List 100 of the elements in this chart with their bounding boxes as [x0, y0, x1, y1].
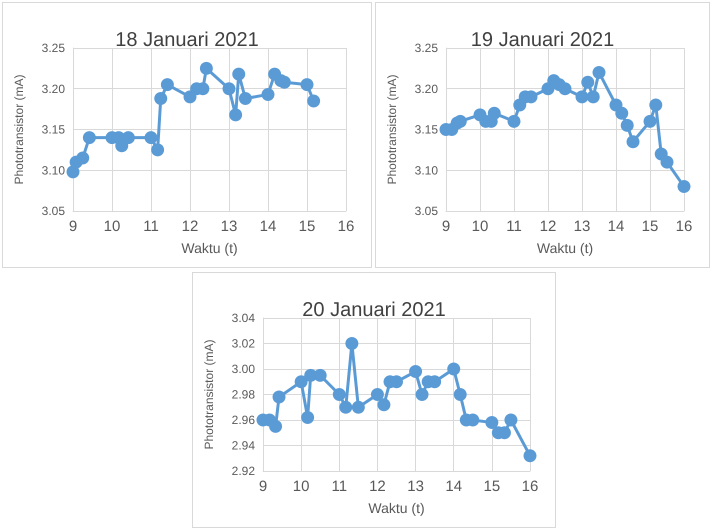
- y-tick-label: 3.20: [42, 82, 66, 96]
- x-tick-label: 9: [68, 218, 78, 235]
- point: [524, 449, 536, 462]
- x-tick-label: 15: [642, 218, 658, 235]
- point: [339, 400, 352, 414]
- chart-title: 20 Januari 2021: [302, 299, 446, 321]
- x-tick-label: 10: [292, 478, 310, 495]
- point: [416, 388, 429, 401]
- point: [232, 68, 246, 81]
- point: [269, 420, 282, 433]
- point: [294, 375, 308, 388]
- point: [370, 388, 384, 401]
- x-tick-label: 11: [331, 478, 348, 495]
- point: [592, 66, 606, 79]
- y-tick-label: 2.98: [232, 388, 256, 402]
- point: [558, 82, 572, 96]
- point: [409, 365, 422, 378]
- point: [229, 108, 242, 122]
- y-axis-title: Phototransistor (mA): [202, 339, 216, 450]
- x-axis-title: Waktu (t): [368, 500, 425, 516]
- y-axis-title: Phototransistor (mA): [385, 74, 399, 185]
- point: [488, 106, 501, 120]
- x-tick-label: 13: [407, 478, 424, 495]
- x-tick-label: 16: [338, 218, 354, 235]
- y-tick-label: 2.94: [232, 438, 256, 452]
- point: [504, 414, 518, 426]
- x-tick-label: 14: [445, 478, 462, 495]
- point: [377, 398, 390, 412]
- point: [200, 62, 213, 75]
- x-axis-title: Waktu (t): [536, 240, 594, 256]
- point: [615, 106, 628, 120]
- point: [586, 90, 600, 104]
- x-tick-label: 10: [472, 218, 488, 235]
- x-tick-label: 16: [522, 478, 538, 495]
- point: [82, 131, 96, 144]
- chart-title: 18 Januari 2021: [115, 29, 259, 51]
- x-tick-label: 9: [442, 218, 450, 235]
- x-tick-label: 12: [182, 218, 198, 235]
- point: [678, 180, 690, 194]
- point: [644, 114, 656, 128]
- x-tick-label: 13: [574, 218, 590, 235]
- x-tick-label: 12: [369, 478, 386, 495]
- x-tick-label: 12: [540, 218, 556, 235]
- point: [301, 410, 314, 424]
- point: [76, 152, 90, 165]
- point: [660, 156, 674, 169]
- x-axis-title: Waktu (t): [181, 240, 238, 256]
- y-tick-label: 3.20: [414, 82, 438, 96]
- y-tick-label: 2.96: [232, 413, 256, 427]
- point: [508, 114, 520, 128]
- point: [454, 114, 467, 128]
- point: [144, 131, 158, 144]
- y-tick-label: 3.15: [42, 122, 66, 136]
- point: [278, 76, 291, 89]
- point: [576, 90, 588, 104]
- point: [345, 337, 358, 350]
- x-tick-label: 15: [298, 218, 316, 235]
- point: [626, 135, 640, 148]
- x-tick-label: 16: [676, 218, 692, 235]
- x-tick-label: 9: [258, 478, 268, 495]
- x-tick-label: 14: [608, 218, 624, 235]
- point: [352, 400, 365, 414]
- point: [314, 368, 327, 382]
- y-tick-label: 3.10: [414, 163, 438, 178]
- point: [222, 82, 236, 96]
- y-tick-label: 3.10: [42, 163, 66, 178]
- point: [332, 388, 346, 401]
- y-tick-label: 3.25: [414, 41, 438, 55]
- x-tick-label: 13: [220, 218, 238, 235]
- point: [620, 118, 634, 132]
- y-tick-label: 3.05: [414, 204, 438, 218]
- point: [581, 76, 594, 89]
- x-tick-label: 11: [143, 218, 159, 235]
- point: [151, 143, 164, 156]
- point: [184, 90, 196, 104]
- x-tick-label: 15: [484, 478, 500, 495]
- y-tick-label: 2.92: [232, 464, 256, 478]
- point: [160, 78, 174, 92]
- point: [307, 94, 320, 108]
- point: [272, 390, 286, 404]
- point: [649, 98, 662, 112]
- chart-title: 19 Januari 2021: [470, 29, 614, 51]
- y-axis-title: Phototransistor (mA): [12, 74, 26, 185]
- point: [485, 416, 498, 430]
- point: [262, 88, 274, 101]
- point: [447, 362, 460, 376]
- y-tick-label: 3.15: [414, 122, 438, 136]
- point: [122, 131, 135, 144]
- x-tick-label: 10: [104, 218, 120, 235]
- point: [300, 78, 314, 92]
- y-tick-label: 3.05: [42, 204, 66, 218]
- point: [238, 92, 252, 106]
- point: [154, 92, 168, 106]
- x-tick-label: 14: [260, 218, 276, 235]
- y-tick-label: 3.25: [42, 41, 66, 55]
- y-tick-label: 3.02: [232, 336, 256, 350]
- x-tick-label: 11: [506, 218, 522, 235]
- point: [454, 388, 467, 401]
- y-tick-label: 3.04: [232, 311, 256, 325]
- y-tick-label: 3.00: [232, 362, 256, 376]
